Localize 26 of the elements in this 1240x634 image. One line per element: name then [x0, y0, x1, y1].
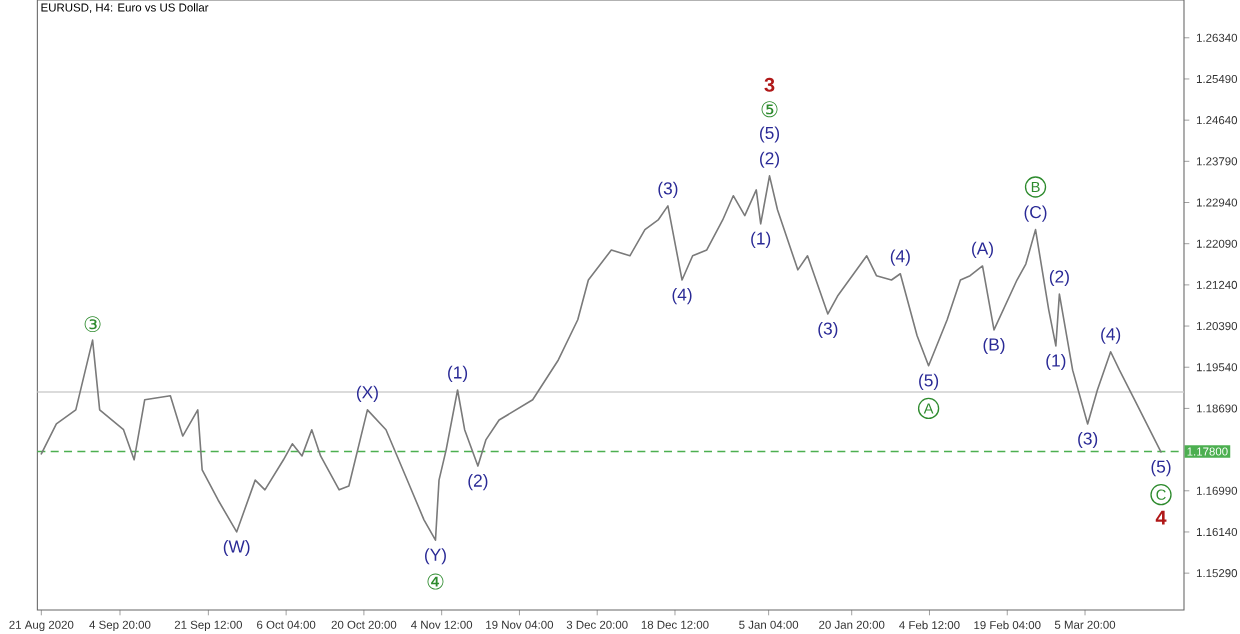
annotation: ③: [84, 316, 101, 333]
annotation: (5): [760, 126, 780, 143]
annotation: (1): [448, 365, 468, 383]
annotation: (1): [751, 231, 771, 248]
annotation: (4): [890, 249, 910, 266]
annotation: (W): [223, 539, 250, 557]
annotation: (1): [1046, 353, 1066, 371]
annotation: (A): [972, 241, 993, 258]
annotation: (2): [760, 151, 780, 168]
annotation: (2): [468, 474, 488, 491]
annotation: (B): [983, 337, 1005, 355]
annotation: ④: [427, 573, 444, 590]
annotation: 4: [1155, 510, 1167, 525]
annotation: (4): [1101, 327, 1121, 344]
annotation: ⑤: [761, 101, 778, 118]
annotation: (3): [818, 321, 838, 339]
annotation: (4): [672, 288, 692, 305]
annotation: (Y): [425, 548, 446, 565]
annotation: (2): [1049, 269, 1069, 287]
annotation: (5): [1151, 460, 1171, 477]
annotation: (3): [658, 181, 678, 198]
annotation: (X): [356, 385, 378, 402]
annotation: (5): [919, 373, 939, 390]
annotation: (C): [1024, 205, 1047, 222]
annotation: 3: [764, 77, 775, 92]
annotation: (3): [1078, 431, 1098, 449]
